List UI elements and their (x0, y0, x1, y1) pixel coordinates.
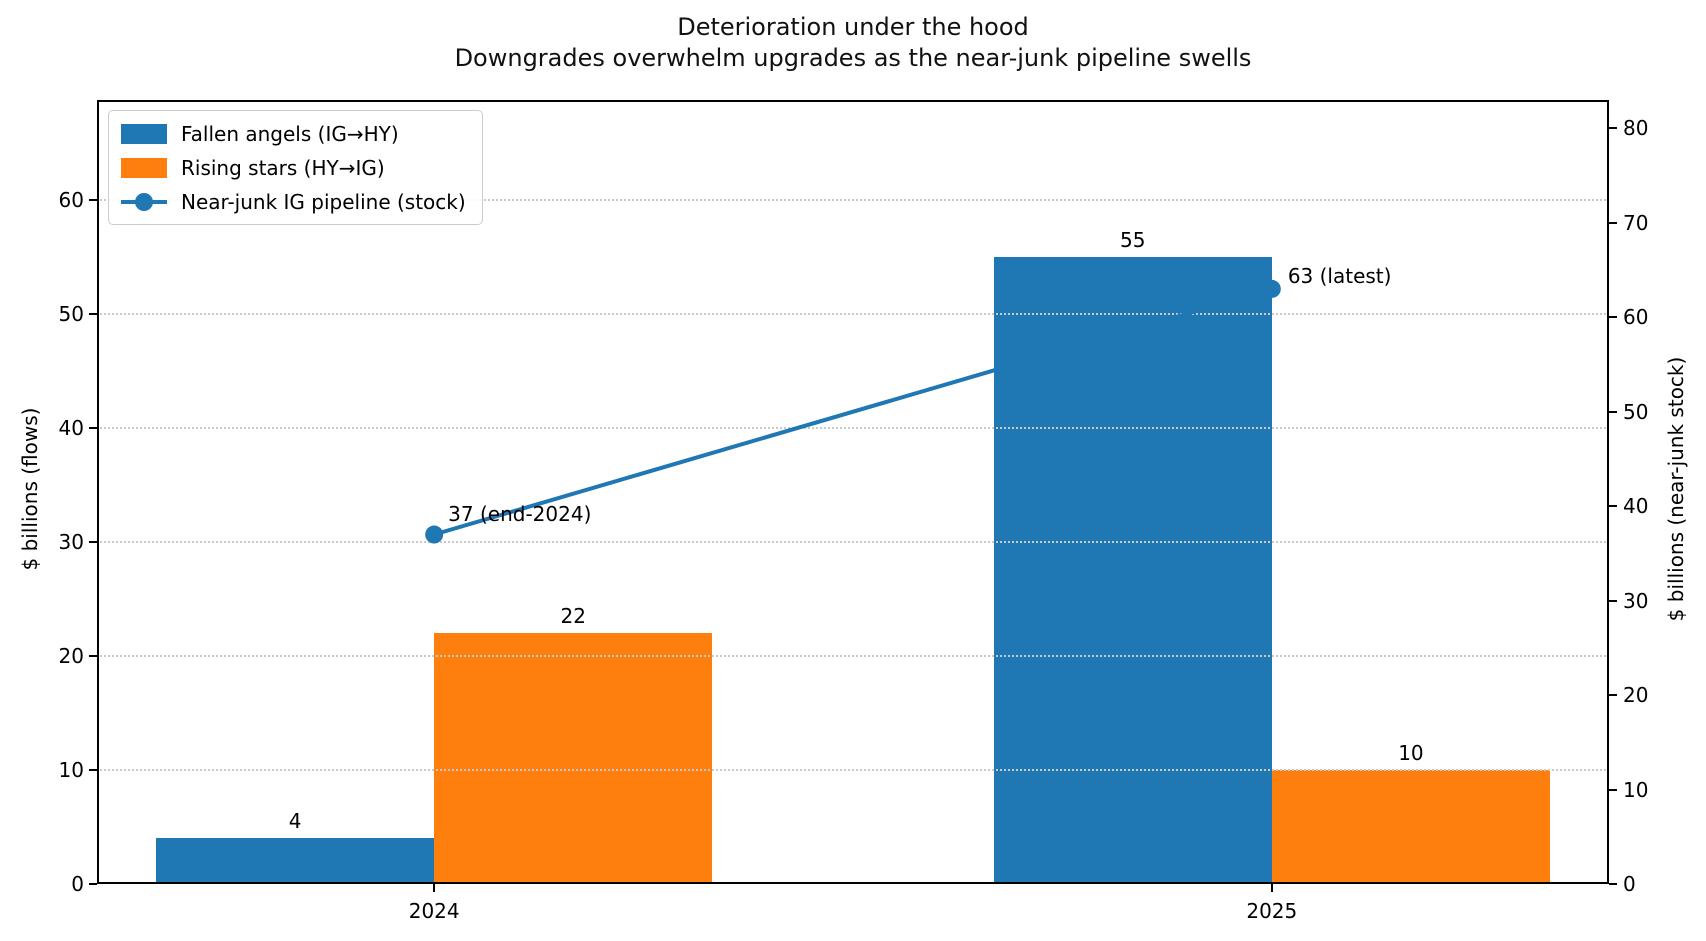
fallen-angels-swatch-icon (121, 123, 167, 144)
legend-item-rising-stars: Rising stars (HY→IG) (121, 154, 466, 181)
left-tick-label: 0 (71, 872, 84, 896)
pipeline-line-marker-icon (121, 192, 167, 211)
line-annotation: 63 (latest) (1287, 263, 1392, 288)
legend-item-fallen-angels: Fallen angels (IG→HY) (121, 120, 466, 147)
right-tick-label: 0 (1623, 872, 1636, 896)
bar-value-label: 22 (560, 604, 586, 629)
right-tick-label: 30 (1623, 588, 1649, 613)
x-tick-label: 2025 (1246, 899, 1298, 923)
legend: Fallen angels (IG→HY) Rising stars (HY→I… (108, 110, 483, 225)
right-tick (1609, 883, 1617, 885)
legend-label: Rising stars (HY→IG) (181, 155, 385, 180)
left-tick-label: 20 (58, 644, 84, 669)
x-tick (433, 884, 436, 892)
right-tick (1609, 599, 1617, 602)
left-tick-label: 10 (58, 758, 84, 783)
left-tick (89, 313, 97, 316)
chart-title: Deterioration under the hood (677, 13, 1029, 41)
bar-value-label: 10 (1398, 741, 1424, 766)
left-tick-label: 40 (58, 416, 84, 441)
left-tick-label: 50 (58, 302, 84, 327)
chart-subtitle: Downgrades overwhelm upgrades as the nea… (454, 44, 1252, 72)
right-tick (1609, 221, 1617, 224)
left-tick (89, 655, 97, 658)
bar-rising-stars-2024 (434, 633, 713, 884)
left-tick-label: 30 (58, 530, 84, 555)
right-tick (1609, 127, 1617, 130)
right-tick-label: 20 (1623, 683, 1649, 708)
x-tick-label: 2024 (408, 899, 460, 923)
bar-value-label: 55 (1119, 228, 1146, 253)
line-annotation: 37 (end-2024) (448, 501, 592, 526)
right-tick (1609, 505, 1617, 508)
bar-value-label: 4 (288, 809, 302, 834)
plot-border (97, 100, 1609, 884)
left-tick (89, 199, 97, 202)
right-tick (1609, 694, 1617, 697)
legend-label: Near-junk IG pipeline (stock) (181, 189, 466, 214)
right-tick-label: 60 (1623, 305, 1649, 330)
legend-label: Fallen angels (IG→HY) (181, 121, 399, 146)
left-tick (89, 883, 97, 885)
rising-stars-swatch-icon (121, 157, 167, 178)
legend-item-pipeline: Near-junk IG pipeline (stock) (121, 188, 466, 215)
x-tick (1270, 884, 1273, 892)
gridline (97, 541, 1609, 544)
left-tick (89, 427, 97, 430)
right-tick-label: 80 (1623, 116, 1649, 141)
gridline (97, 655, 1609, 658)
left-tick (89, 541, 97, 544)
right-tick-label: 10 (1623, 777, 1649, 802)
right-tick-label: 40 (1623, 494, 1649, 519)
right-tick (1609, 316, 1617, 319)
left-tick-label: 60 (58, 188, 84, 213)
left-tick (89, 769, 97, 772)
right-tick (1609, 410, 1617, 413)
gridline (97, 769, 1609, 772)
right-tick-label: 70 (1623, 210, 1649, 235)
bar-fallen-angels-2024 (155, 838, 435, 884)
right-tick-label: 50 (1623, 399, 1649, 424)
gridline (97, 199, 1609, 202)
right-tick (1609, 788, 1617, 791)
bar-rising-stars-2025 (1271, 770, 1551, 884)
